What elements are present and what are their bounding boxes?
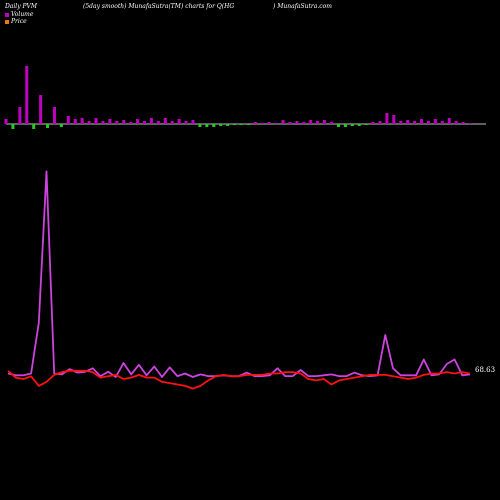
volume-bar xyxy=(149,118,153,124)
volume-bar xyxy=(239,124,243,125)
legend-volume-swatch xyxy=(5,12,9,17)
volume-bar xyxy=(163,118,167,124)
legend-price-label: Price xyxy=(11,18,27,25)
volume-bar xyxy=(11,124,15,129)
price-line xyxy=(7,369,471,390)
volume-bar xyxy=(350,124,354,126)
volume-bar xyxy=(385,113,389,124)
volume-bar xyxy=(426,121,430,124)
volume-bar xyxy=(267,122,271,124)
volume-bar xyxy=(433,119,437,124)
volume-bar xyxy=(260,123,264,124)
volume-bar xyxy=(108,119,112,124)
volume-bar xyxy=(18,107,22,124)
volume-bar xyxy=(274,123,278,124)
volume-bar xyxy=(115,121,119,124)
volume-bar xyxy=(212,124,216,127)
volume-bar xyxy=(288,122,292,124)
last-price-label: 68.63 xyxy=(475,366,496,374)
volume-bar xyxy=(329,122,333,124)
chart-title: (5day smooth) MunafaSutra(TM) charts for… xyxy=(83,3,235,10)
volume-bar xyxy=(461,122,465,124)
volume-bar xyxy=(440,121,444,124)
legend-price-swatch xyxy=(5,19,9,24)
volume-bar xyxy=(46,124,50,128)
volume-bar xyxy=(233,124,237,125)
volume-bar xyxy=(343,124,347,127)
volume-bar xyxy=(184,121,188,124)
volume-bar xyxy=(122,120,126,124)
volume-bar xyxy=(302,122,306,124)
volume-bar xyxy=(447,118,451,124)
volume-bar xyxy=(177,119,181,124)
volume-bar xyxy=(309,120,313,124)
volume-bar xyxy=(364,124,368,125)
volume-bar xyxy=(295,121,299,124)
volume-bar xyxy=(73,119,77,124)
volume-bar xyxy=(281,120,285,124)
volume-bar xyxy=(323,120,327,124)
volume-bar xyxy=(413,121,417,124)
volume-bar xyxy=(399,121,403,124)
legend-price: Price xyxy=(5,18,27,25)
legend-volume-label: Volume xyxy=(11,11,34,18)
volume-bar xyxy=(406,120,410,124)
volume-bar xyxy=(66,116,70,124)
volume-bar xyxy=(4,119,8,124)
volume-bar xyxy=(25,66,29,124)
volume-bar xyxy=(219,124,223,126)
volume-bar xyxy=(371,122,375,124)
volume-bar xyxy=(87,121,91,124)
volume-bar xyxy=(94,118,98,124)
volume-bar xyxy=(316,121,320,124)
volume-bar xyxy=(468,123,472,124)
volume-bar xyxy=(191,120,195,124)
chart-type-label: Daily PVM xyxy=(5,3,38,10)
volume-bar xyxy=(246,124,250,125)
volume-bar xyxy=(378,121,382,124)
volume-bar xyxy=(101,121,105,124)
volume-bar xyxy=(392,115,396,124)
volume-bar xyxy=(129,122,133,124)
volume-bar xyxy=(198,124,202,127)
volume-line xyxy=(7,170,471,378)
volume-bar xyxy=(253,122,257,124)
legend-volume: Volume xyxy=(5,11,33,18)
volume-bar xyxy=(32,124,36,129)
volume-bar xyxy=(143,121,147,124)
volume-bar xyxy=(336,124,340,127)
volume-bar xyxy=(420,119,424,124)
volume-bar xyxy=(39,95,43,124)
volume-bar xyxy=(80,118,84,124)
volume-bar xyxy=(170,121,174,124)
volume-bar xyxy=(357,124,361,126)
site-label: ) MunafaSutra.com xyxy=(273,3,332,10)
volume-bar xyxy=(136,119,140,124)
volume-bar xyxy=(52,107,56,124)
volume-bar xyxy=(156,121,160,124)
volume-bar xyxy=(454,121,458,124)
volume-bar xyxy=(59,124,63,127)
volume-bar xyxy=(205,124,209,127)
volume-bar xyxy=(226,124,230,126)
